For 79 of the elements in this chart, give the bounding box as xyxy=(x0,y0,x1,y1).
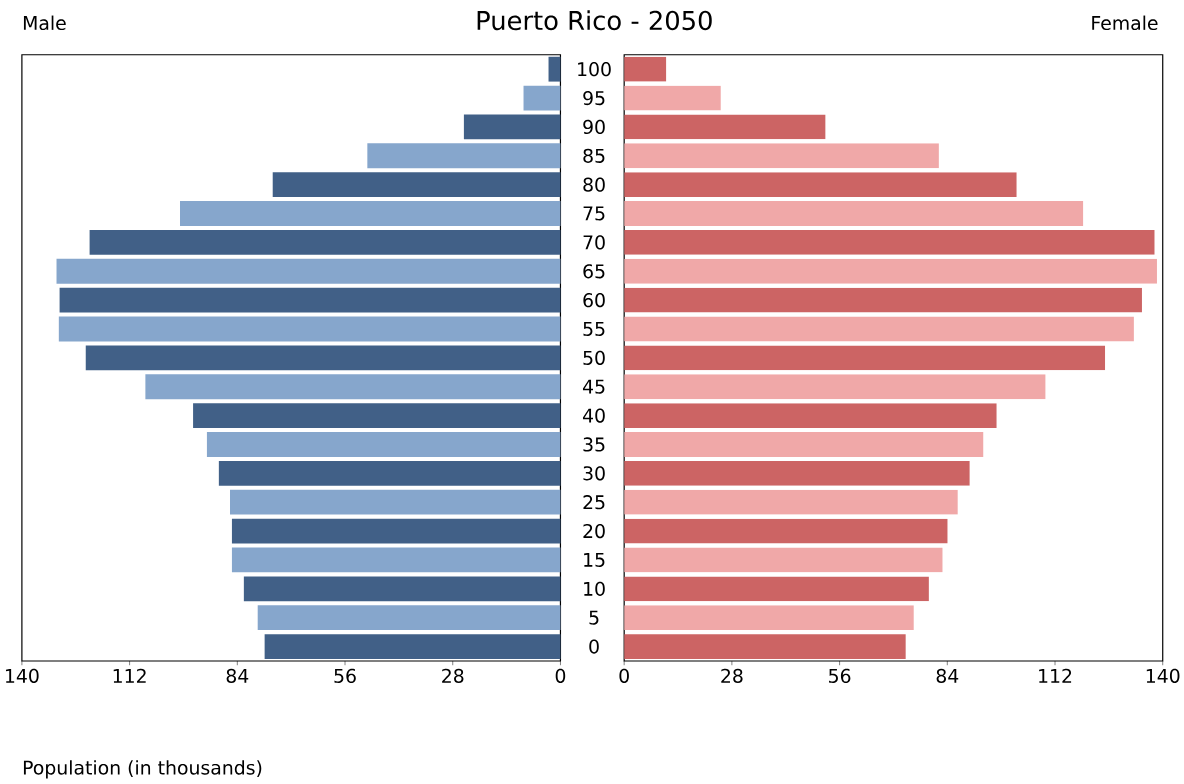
y-tick-label: 35 xyxy=(583,437,605,452)
bar xyxy=(624,200,1084,226)
bar xyxy=(624,85,721,111)
bar xyxy=(624,489,958,515)
bar xyxy=(264,633,561,659)
bar xyxy=(624,287,1142,313)
y-tick-label: 40 xyxy=(582,408,605,423)
x-tick-label: 140 xyxy=(1146,668,1180,683)
y-tick-label: 85 xyxy=(583,148,605,163)
bar xyxy=(624,56,667,82)
bar xyxy=(624,229,1155,255)
x-tick-label: 28 xyxy=(442,668,464,683)
x-tick-label: 140 xyxy=(5,668,39,683)
y-tick-label: 30 xyxy=(583,466,605,481)
bar xyxy=(624,316,1134,342)
x-tick-label: 0 xyxy=(555,668,566,683)
y-tick-label: 60 xyxy=(583,292,605,308)
bar xyxy=(231,547,561,573)
y-tick-label: 0 xyxy=(589,639,599,654)
y-tick-label: 25 xyxy=(583,494,605,510)
bar xyxy=(624,605,914,630)
x-tick-label: 112 xyxy=(113,668,146,683)
bar xyxy=(56,258,561,284)
chart-subtitle: Male xyxy=(23,15,66,30)
bar xyxy=(624,172,1017,197)
x-tick-label: 84 xyxy=(936,668,959,683)
bar xyxy=(624,345,1106,371)
bar xyxy=(180,200,561,226)
bar xyxy=(58,316,561,342)
bar xyxy=(206,431,561,457)
x-tick-label: 112 xyxy=(1039,668,1072,683)
y-tick-label: 70 xyxy=(583,235,605,250)
chart-title: Puerto Rico - 2050 xyxy=(477,10,712,31)
bar xyxy=(624,576,929,602)
chart-subtitle: Female xyxy=(1092,15,1158,30)
x-tick-label: 56 xyxy=(334,668,356,683)
x-tick-label: 28 xyxy=(721,668,743,683)
y-tick-label: 90 xyxy=(583,119,605,134)
y-tick-label: 80 xyxy=(583,177,605,192)
x-tick-label: 0 xyxy=(619,668,629,683)
bar xyxy=(624,547,943,573)
bar xyxy=(624,114,826,140)
bar xyxy=(59,287,561,313)
bar xyxy=(624,374,1046,399)
bar xyxy=(218,460,561,486)
bar xyxy=(193,402,561,428)
x-axis-title: Population (in thousands) xyxy=(23,759,262,779)
x-tick-label: 56 xyxy=(829,668,851,683)
bar xyxy=(243,576,561,602)
bar xyxy=(548,56,561,82)
bar xyxy=(624,402,997,428)
y-tick-label: 65 xyxy=(583,263,605,279)
y-tick-label: 55 xyxy=(583,321,605,336)
bar xyxy=(624,518,948,544)
x-tick-label: 84 xyxy=(226,668,249,683)
bar xyxy=(231,518,561,544)
bar xyxy=(624,633,906,659)
bar xyxy=(523,85,561,111)
y-tick-label: 50 xyxy=(583,350,605,365)
y-tick-label: 45 xyxy=(582,379,605,394)
bar xyxy=(463,114,561,140)
y-tick-label: 10 xyxy=(584,581,605,596)
bar xyxy=(257,605,561,630)
y-tick-label: 100 xyxy=(578,61,611,77)
y-tick-label: 95 xyxy=(583,90,605,105)
bar xyxy=(624,460,970,486)
bar xyxy=(624,431,984,457)
bar xyxy=(85,345,561,371)
bar xyxy=(624,258,1157,284)
bar xyxy=(367,143,561,168)
bar xyxy=(89,229,561,255)
bar xyxy=(624,143,939,168)
y-tick-label: 5 xyxy=(589,610,599,625)
bar xyxy=(230,489,561,515)
y-tick-label: 20 xyxy=(583,523,605,538)
bar xyxy=(272,172,561,197)
y-tick-label: 15 xyxy=(584,552,605,567)
bar xyxy=(145,374,561,399)
y-tick-label: 75 xyxy=(583,206,605,221)
